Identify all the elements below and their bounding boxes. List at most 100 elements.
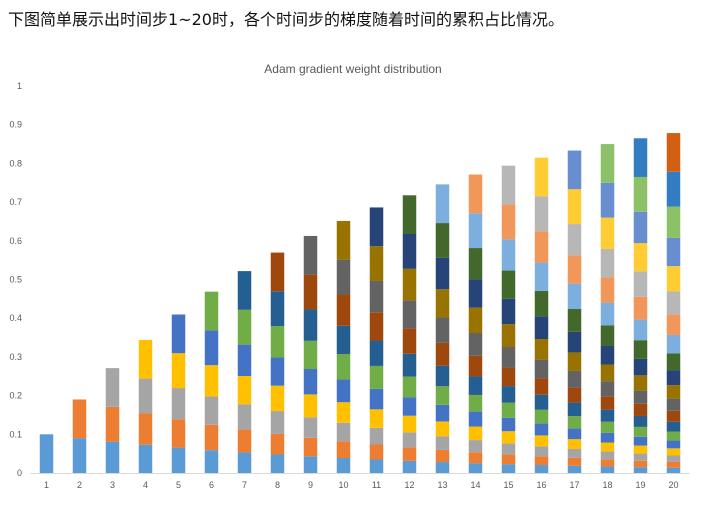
bar-segment bbox=[501, 464, 516, 473]
bar-segment bbox=[435, 317, 450, 343]
bar-segment bbox=[336, 458, 351, 473]
bar-segment bbox=[600, 325, 615, 346]
bar-segment bbox=[270, 357, 285, 386]
bar-segment bbox=[171, 419, 186, 448]
bar-segment bbox=[567, 309, 582, 332]
bar-segment bbox=[501, 454, 516, 465]
bar-segment bbox=[369, 444, 384, 460]
bar-segment bbox=[303, 369, 318, 395]
bar-segment bbox=[633, 403, 648, 416]
bar-segment bbox=[633, 296, 648, 320]
bar-stack bbox=[666, 133, 681, 473]
bar-segment bbox=[633, 390, 648, 404]
bar-segment bbox=[435, 421, 450, 437]
bar-segment bbox=[567, 449, 582, 458]
bar-segment bbox=[534, 456, 549, 466]
bar-segment bbox=[468, 355, 483, 377]
bar-segment bbox=[435, 404, 450, 422]
bar-segment bbox=[666, 370, 681, 386]
bar-segment bbox=[501, 298, 516, 325]
bar-segment bbox=[666, 314, 681, 335]
bar-segment bbox=[39, 434, 54, 473]
bar-segment bbox=[171, 388, 186, 420]
bar-segment bbox=[567, 416, 582, 429]
bar-segment bbox=[402, 353, 417, 377]
x-tick-label: 18 bbox=[602, 480, 612, 490]
bar-segment bbox=[402, 447, 417, 461]
x-tick-label: 3 bbox=[110, 480, 115, 490]
bar-segment bbox=[468, 452, 483, 464]
bar-segment bbox=[600, 217, 615, 249]
bar-stack bbox=[39, 434, 54, 473]
bar-stacks bbox=[39, 133, 681, 473]
bar-segment bbox=[633, 271, 648, 297]
bar-segment bbox=[435, 386, 450, 405]
bar-segment bbox=[402, 328, 417, 354]
bar-segment bbox=[666, 455, 681, 462]
bar-segment bbox=[435, 223, 450, 258]
bar-segment bbox=[204, 450, 219, 473]
bar-segment bbox=[600, 409, 615, 422]
bar-segment bbox=[600, 182, 615, 218]
bar-segment bbox=[633, 467, 648, 473]
bar-segment bbox=[633, 319, 648, 341]
bar-stack bbox=[237, 271, 252, 473]
bar-segment bbox=[171, 447, 186, 473]
bar-segment bbox=[633, 138, 648, 177]
bar-segment bbox=[567, 352, 582, 371]
bar-segment bbox=[600, 432, 615, 443]
bar-segment bbox=[468, 213, 483, 249]
bar-segment bbox=[567, 439, 582, 450]
bar-segment bbox=[237, 271, 252, 310]
bar-segment bbox=[138, 378, 153, 414]
bar-segment bbox=[468, 426, 483, 441]
bar-segment bbox=[270, 385, 285, 412]
bar-segment bbox=[435, 462, 450, 473]
bar-segment bbox=[633, 415, 648, 427]
bar-segment bbox=[369, 246, 384, 281]
x-tick-label: 2 bbox=[77, 480, 82, 490]
bar-segment bbox=[600, 248, 615, 278]
bar-segment bbox=[567, 465, 582, 473]
bar-segment bbox=[534, 423, 549, 436]
x-tick-label: 11 bbox=[372, 480, 381, 490]
bar-segment bbox=[270, 252, 285, 292]
bar-segment bbox=[633, 375, 648, 391]
bar-segment bbox=[468, 248, 483, 280]
bar-segment bbox=[468, 411, 483, 427]
bar-segment bbox=[666, 410, 681, 422]
y-tick-label: 1 bbox=[17, 81, 22, 91]
bar-segment bbox=[237, 309, 252, 345]
x-tick-label: 9 bbox=[308, 480, 313, 490]
bar-stack bbox=[534, 157, 549, 473]
bar-segment bbox=[567, 370, 582, 388]
bar-segment bbox=[501, 324, 516, 348]
bar-segment bbox=[369, 388, 384, 410]
x-tick-label: 19 bbox=[635, 480, 645, 490]
bar-segment bbox=[303, 340, 318, 370]
bar-segment bbox=[600, 466, 615, 473]
bar-segment bbox=[666, 171, 681, 207]
bar-segment bbox=[237, 375, 252, 405]
bar-segment bbox=[237, 452, 252, 473]
bar-segment bbox=[534, 435, 549, 447]
x-tick-label: 14 bbox=[470, 480, 480, 490]
bar-stack bbox=[402, 195, 417, 473]
y-tick-label: 0.4 bbox=[9, 313, 22, 323]
bar-segment bbox=[534, 465, 549, 473]
chart-title: Adam gradient weight distribution bbox=[264, 62, 441, 76]
bar-segment bbox=[303, 417, 318, 438]
x-tick-label: 5 bbox=[176, 480, 181, 490]
x-tick-label: 12 bbox=[404, 480, 414, 490]
bar-stack bbox=[600, 144, 615, 473]
bar-stack bbox=[468, 174, 483, 473]
bar-segment bbox=[567, 387, 582, 403]
bar-segment bbox=[600, 381, 615, 397]
bar-segment bbox=[666, 291, 681, 315]
bar-segment bbox=[600, 345, 615, 365]
bar-segment bbox=[501, 239, 516, 271]
bar-segment bbox=[666, 421, 681, 432]
bar-segment bbox=[666, 353, 681, 371]
bar-segment bbox=[369, 280, 384, 313]
